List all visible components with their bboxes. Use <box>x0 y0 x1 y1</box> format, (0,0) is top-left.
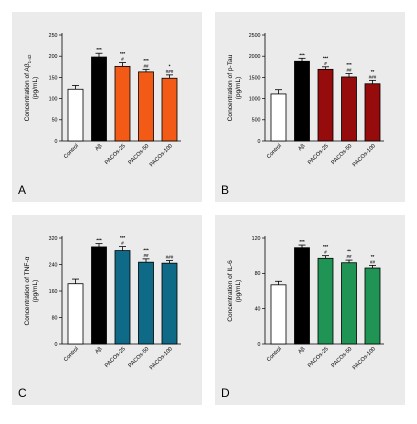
bar <box>67 283 84 345</box>
significance-star: *** <box>143 247 149 252</box>
y-tick-label: 150 <box>49 75 58 81</box>
y-axis-label: Concentration of Aβ1-42 <box>24 54 32 121</box>
y-axis-label-main: Concentration of TNF-α <box>24 256 31 325</box>
bar <box>294 247 310 345</box>
significance-star: ** <box>371 69 375 74</box>
significance-hash: ## <box>346 254 352 259</box>
y-tick-label: 120 <box>252 236 261 242</box>
bar <box>114 65 131 142</box>
significance-hash: # <box>324 61 327 66</box>
y-tick-label: 240 <box>49 262 58 268</box>
y-tick-label: 100 <box>49 97 58 103</box>
y-tick-label: 500 <box>252 118 261 124</box>
panel-letter: C <box>18 386 27 400</box>
y-axis-label: Concentration of p-Tau <box>227 54 234 121</box>
significance-hash: ## <box>143 253 149 258</box>
panel-b: 0 500 1000 1500 2000 2500 Concentration of p-T… <box>215 12 405 202</box>
panel-c: 0 80 160 240 320 Concentration of TNF-α (pg/mL… <box>12 215 202 405</box>
y-tick-label: 160 <box>49 289 58 295</box>
bar <box>67 88 84 142</box>
significance-star: *** <box>299 52 305 57</box>
y-tick-label: 0 <box>55 342 58 348</box>
significance-star: *** <box>96 47 102 52</box>
significance-hash: ### <box>369 74 377 79</box>
y-axis-unit: (pg/mL) <box>32 77 39 100</box>
bar <box>364 83 381 142</box>
category-label: Aβ <box>94 143 103 152</box>
panel-letter: D <box>221 386 230 400</box>
bar <box>138 261 154 345</box>
bar <box>161 262 178 345</box>
y-tick-label: 200 <box>49 54 58 60</box>
y-tick-label: 1000 <box>249 97 261 103</box>
y-axis-label-main: Concentration of Aβ <box>24 63 31 121</box>
y-tick-label: 250 <box>49 33 58 39</box>
y-tick-label: 2500 <box>249 33 261 39</box>
bar <box>364 267 381 345</box>
y-axis-label: Concentration of IL-6 <box>227 260 234 322</box>
y-tick-label: 80 <box>52 315 58 321</box>
y-tick-label: 0 <box>258 342 261 348</box>
y-axis-unit: (pg/mL) <box>235 280 242 303</box>
category-label: Aβ <box>297 346 306 355</box>
significance-star: *** <box>143 58 149 63</box>
y-axis-label-subscript: 1-42 <box>27 54 32 63</box>
y-tick-label: 40 <box>255 307 261 313</box>
bar <box>161 77 178 142</box>
bar <box>341 262 357 345</box>
significance-star: *** <box>299 239 305 244</box>
significance-hash: ## <box>143 63 149 68</box>
significance-hash: ## <box>370 259 376 264</box>
significance-star: ** <box>371 254 375 259</box>
y-tick-label: 0 <box>55 139 58 145</box>
y-tick-label: 0 <box>258 139 261 145</box>
category-label: Aβ <box>94 346 103 355</box>
significance-star: *** <box>323 55 329 60</box>
significance-hash: ## <box>346 68 352 73</box>
y-axis-label: Concentration of TNF-α <box>24 256 31 325</box>
significance-hash: # <box>121 241 124 246</box>
bar <box>91 246 107 345</box>
bar <box>270 93 287 142</box>
significance-hash: ### <box>166 255 174 260</box>
y-tick-label: 320 <box>49 236 58 242</box>
significance-star: *** <box>96 238 102 243</box>
significance-star: *** <box>323 244 329 249</box>
significance-hash: # <box>324 250 327 255</box>
bar <box>138 71 154 142</box>
y-axis-unit: (pg/mL) <box>32 280 39 303</box>
y-tick-label: 2000 <box>249 54 261 60</box>
panel-letter: A <box>18 183 26 197</box>
bar <box>91 56 107 142</box>
bar <box>270 284 287 345</box>
bar <box>317 257 334 345</box>
significance-star: *** <box>120 235 126 240</box>
y-axis-unit: (pg/mL) <box>235 77 242 100</box>
significance-star: ** <box>347 249 351 254</box>
category-label: Aβ <box>297 143 306 152</box>
significance-star: *** <box>346 62 352 67</box>
bar <box>114 250 131 345</box>
y-tick-label: 80 <box>255 271 261 277</box>
significance-hash: ### <box>166 69 174 74</box>
significance-hash: # <box>121 57 124 62</box>
significance-star: *** <box>120 51 126 56</box>
y-axis-label-main: Concentration of p-Tau <box>227 54 234 121</box>
y-tick-label: 50 <box>52 118 58 124</box>
panel-letter: B <box>221 183 229 197</box>
bar <box>341 76 357 142</box>
bar <box>317 68 334 142</box>
significance-star: * <box>169 63 171 68</box>
bar <box>294 60 310 142</box>
y-axis-label-main: Concentration of IL-6 <box>227 260 234 322</box>
y-tick-label: 1500 <box>249 75 261 81</box>
